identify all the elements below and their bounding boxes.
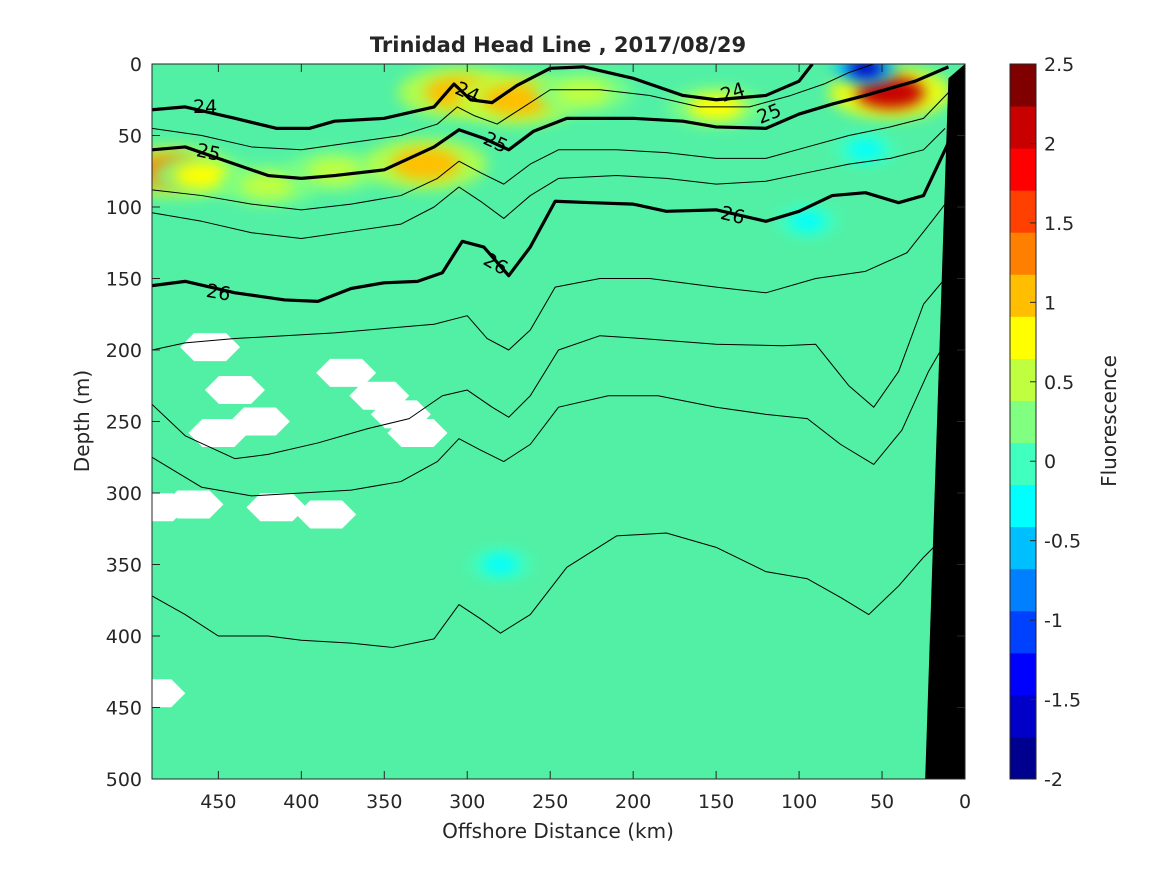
fluorescence-feature-10	[847, 64, 884, 79]
x-tick-label: 0	[959, 791, 971, 813]
colorbar-swatch-7	[1010, 442, 1036, 486]
no-data-region-4	[246, 493, 307, 522]
fluorescence-feature-13	[847, 139, 884, 160]
colorbar-tick-label: 2	[1044, 133, 1056, 155]
no-data-region-7	[316, 358, 377, 387]
colorbar-tick-label: 0	[1044, 451, 1056, 473]
no-data-region-0	[180, 333, 241, 362]
colorbar-swatch-12	[1010, 232, 1036, 275]
y-tick-label: 400	[106, 626, 142, 648]
contour-label-text: 26	[205, 280, 233, 306]
colorbar-swatch-13	[1010, 190, 1036, 233]
contour-label-6: 26	[205, 280, 233, 306]
density-contour-1	[152, 65, 950, 180]
fluorescence-feature-1	[174, 162, 229, 189]
colorbar-swatch-10	[1010, 316, 1036, 359]
y-tick-label: 300	[106, 483, 142, 505]
colorbar	[1010, 64, 1036, 780]
y-tick-label: 150	[106, 269, 142, 291]
x-tick-label: 450	[200, 791, 236, 813]
no-data-region-11	[152, 679, 186, 708]
fluorescence-feature-4	[391, 148, 460, 181]
contour-label-text: 24	[193, 96, 217, 118]
chart-title: Trinidad Head Line , 2017/08/29	[370, 33, 746, 57]
x-tick-label: 200	[615, 791, 651, 813]
colorbar-tick-label: 2.5	[1044, 54, 1074, 76]
colorbar-frame	[1009, 63, 1037, 780]
colorbar-swatch-14	[1010, 148, 1036, 191]
colorbar-swatch-15	[1010, 106, 1036, 149]
y-tick-label: 250	[106, 412, 142, 434]
fluorescence-feature-6	[483, 83, 552, 116]
colorbar-swatch-3	[1010, 610, 1036, 654]
density-contour-minor-0	[152, 64, 874, 151]
y-tick-label: 350	[106, 555, 142, 577]
y-tick-label: 0	[130, 54, 142, 76]
y-tick-label: 200	[106, 340, 142, 362]
colorbar-swatch-9	[1010, 358, 1036, 401]
y-axis-label: Depth (m)	[70, 370, 94, 472]
colorbar-tick-label: -2	[1044, 769, 1063, 791]
fluorescence-feature-11	[482, 554, 519, 575]
density-contour-3	[152, 278, 946, 460]
colorbar-tick-label: -1	[1044, 610, 1063, 632]
density-contour-minor-4	[152, 342, 946, 497]
fluorescence-feature-7	[556, 79, 611, 106]
x-tick-label: 150	[698, 791, 734, 813]
x-tick-label: 100	[781, 791, 817, 813]
fluorescence-feature-12	[789, 211, 826, 232]
colorbar-label: Fluorescence	[1097, 355, 1121, 487]
x-tick-label: 250	[532, 791, 568, 813]
x-axis-ticks: 450 400 350 300 250 200 150 100 50 0	[200, 64, 971, 813]
density-contour-minor-1	[152, 92, 949, 211]
y-tick-label: 50	[118, 126, 142, 148]
x-tick-label: 50	[870, 791, 894, 813]
x-tick-label: 350	[366, 791, 402, 813]
fluorescence-feature-3	[307, 158, 362, 185]
colorbar-swatch-1	[1010, 694, 1036, 738]
contour-label-8: 26	[718, 202, 747, 229]
colorbar-ticks: 2.5 2 1.5 1 0.5 0 -0.5 -1 -1.5 -2	[1030, 54, 1081, 791]
colorbar-tick-label: 1.5	[1044, 213, 1074, 235]
colorbar-swatch-2	[1010, 652, 1036, 696]
colorbar-tick-label: 1	[1044, 292, 1056, 314]
x-tick-label: 300	[449, 791, 485, 813]
colorbar-swatch-8	[1010, 400, 1036, 444]
x-tick-label: 400	[283, 791, 319, 813]
density-contour-2	[152, 141, 950, 303]
seafloor-mask	[925, 64, 965, 779]
x-axis-label: Offshore Distance (km)	[442, 819, 674, 843]
no-data-regions	[152, 333, 448, 708]
y-tick-label: 450	[106, 698, 142, 720]
density-contour-minor-3	[152, 199, 949, 351]
colorbar-swatch-0	[1010, 736, 1036, 780]
no-data-region-10	[370, 400, 431, 429]
y-tick-label: 100	[106, 197, 142, 219]
no-data-region-3	[229, 407, 290, 436]
colorbar-tick-label: -1.5	[1044, 690, 1081, 712]
y-tick-label: 500	[106, 769, 142, 791]
contour-label-text: 25	[194, 139, 222, 166]
no-data-region-2	[188, 418, 249, 447]
no-data-region-12	[152, 493, 187, 522]
y-axis-ticks: 0 50 100 150 200 250 300 350 400 450 500	[106, 54, 965, 791]
density-contour-0	[152, 64, 814, 130]
no-data-region-1	[204, 376, 265, 405]
colorbar-swatch-16	[1010, 64, 1036, 107]
colorbar-swatch-4	[1010, 568, 1036, 612]
no-data-region-6	[296, 500, 357, 529]
density-contour-4	[152, 532, 946, 648]
contour-label-3: 25	[194, 139, 222, 166]
colorbar-swatch-5	[1010, 526, 1036, 570]
colorbar-swatch-11	[1010, 274, 1036, 317]
contour-label-0: 24	[193, 96, 217, 118]
colorbar-tick-label: -0.5	[1044, 531, 1081, 553]
colorbar-swatch-6	[1010, 484, 1036, 528]
colorbar-tick-label: 0.5	[1044, 372, 1074, 394]
density-contour-minor-2	[152, 127, 946, 239]
fluorescence-feature-2	[240, 172, 296, 199]
